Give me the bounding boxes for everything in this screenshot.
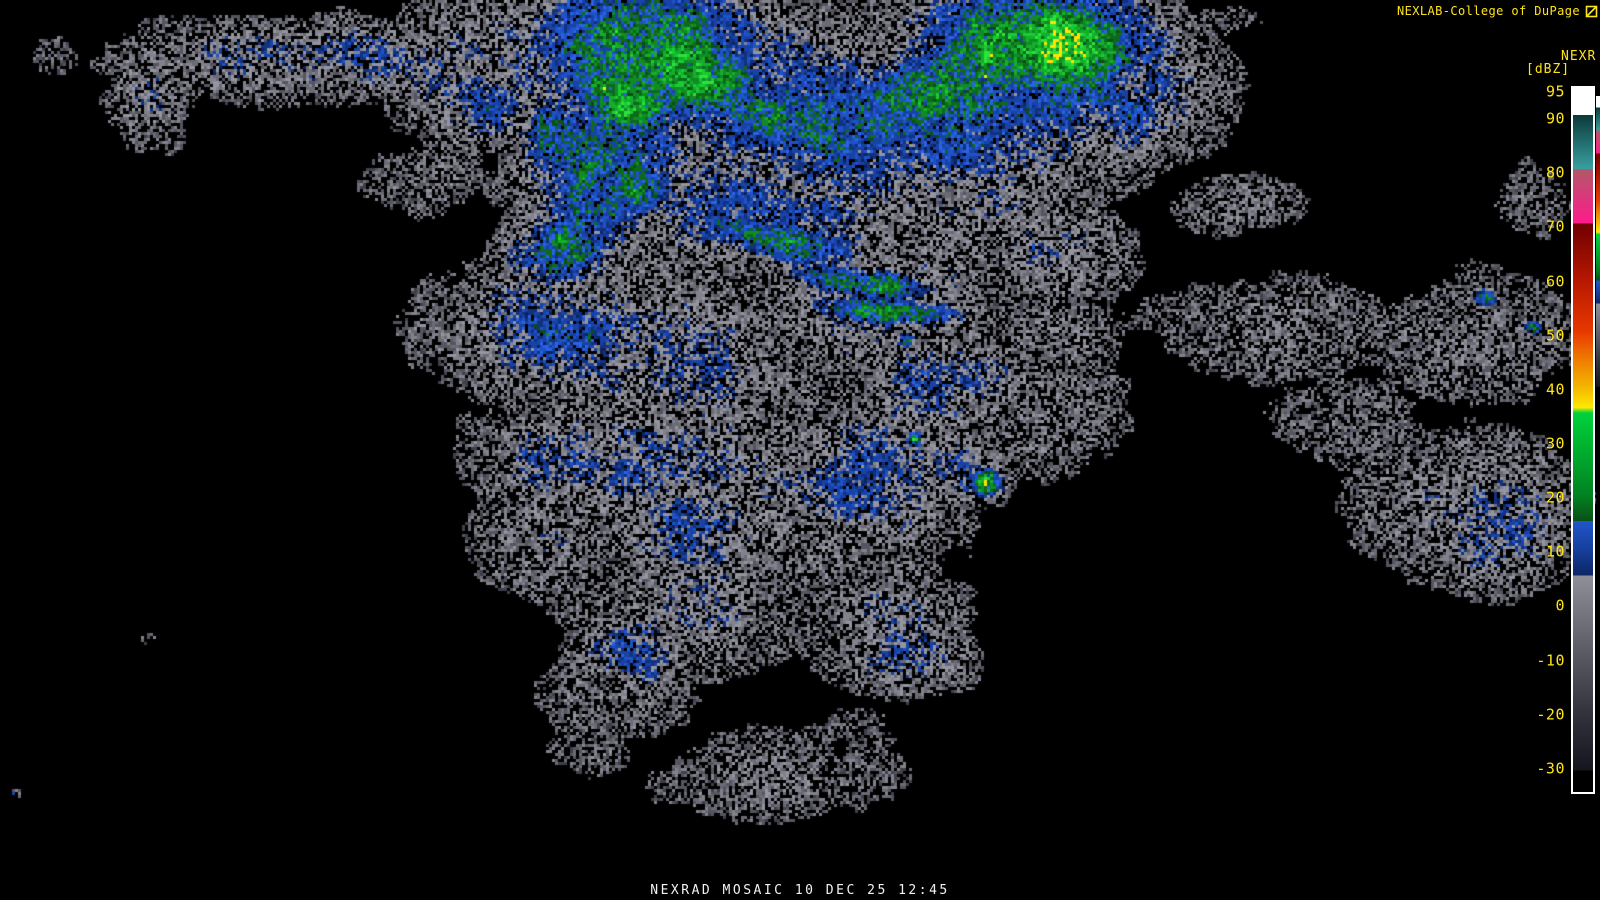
colorbar-tick-label: 40 bbox=[1545, 380, 1565, 399]
reflectivity-colorbar-gradient bbox=[1573, 88, 1593, 792]
colorbar-tick-label: 80 bbox=[1545, 163, 1565, 182]
colorbar-tick-label: 20 bbox=[1545, 488, 1565, 507]
colorbar-tick-label: 30 bbox=[1545, 434, 1565, 453]
colorbar-tick-label: 70 bbox=[1545, 217, 1565, 236]
colorbar-tick-label: -20 bbox=[1536, 705, 1565, 724]
reflectivity-colorbar bbox=[1571, 86, 1595, 794]
credit-line: NEXLAB-College of DuPage bbox=[1397, 4, 1598, 18]
colorbar-unit-label: [dBZ] bbox=[1526, 62, 1571, 77]
colorbar-product-label: NEXR bbox=[1561, 49, 1597, 64]
credit-text: NEXLAB-College of DuPage bbox=[1397, 4, 1580, 18]
colorbar-tick-label: 10 bbox=[1545, 542, 1565, 561]
colorbar-tick-label: 50 bbox=[1545, 326, 1565, 345]
colorbar-tick-label: 95 bbox=[1545, 82, 1565, 101]
colorbar-tick-label: 0 bbox=[1555, 596, 1565, 615]
colorbar-tick-label: -10 bbox=[1536, 651, 1565, 670]
mosaic-caption: NEXRAD MOSAIC 10 DEC 25 12:45 bbox=[650, 883, 950, 898]
cod-logo-icon bbox=[1585, 5, 1598, 17]
colorbar-tick-label: 90 bbox=[1545, 109, 1565, 128]
colorbar-tick-label: -30 bbox=[1536, 759, 1565, 778]
colorbar-tick-label: 60 bbox=[1545, 272, 1565, 291]
clipped-secondary-colorbar bbox=[1596, 96, 1600, 396]
